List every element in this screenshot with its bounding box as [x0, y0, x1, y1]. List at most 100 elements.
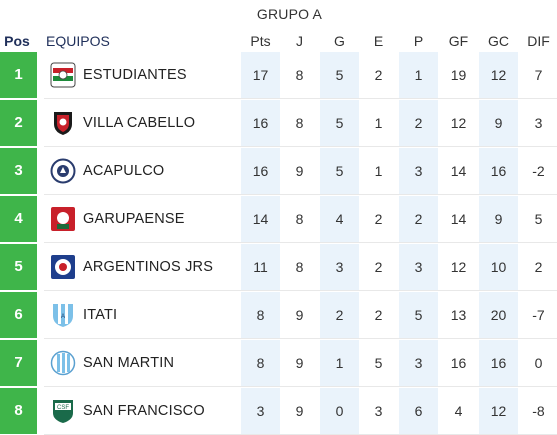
cell-e: 2 [374, 307, 383, 323]
table-row[interactable]: 2 VILLA CABELLO 16 8 5 1 2 12 9 3 [0, 100, 557, 147]
position-badge: 8 [0, 388, 37, 434]
header-col-e: E [373, 33, 384, 49]
villa-cabello-crest-icon [50, 110, 76, 136]
cell-dif: 3 [534, 115, 543, 131]
row-divider [44, 98, 557, 99]
header-col-g: G [334, 33, 345, 49]
cell-gc: 20 [490, 307, 507, 323]
header-col-j: J [296, 33, 303, 49]
header-pos: Pos [4, 33, 30, 49]
svg-text:A: A [61, 314, 65, 320]
cell-gc: 9 [494, 115, 503, 131]
row-divider [44, 338, 557, 339]
column-shade [479, 196, 518, 243]
table-row[interactable]: 1 ESTUDIANTES 17 8 5 2 1 19 12 7 [0, 52, 557, 99]
cell-p: 6 [414, 403, 423, 419]
team-name[interactable]: SAN FRANCISCO [83, 403, 205, 419]
cell-j: 9 [295, 307, 304, 323]
position-badge: 5 [0, 244, 37, 290]
cell-gf: 4 [454, 403, 463, 419]
team-name[interactable]: ESTUDIANTES [83, 67, 187, 83]
column-shade [399, 100, 438, 147]
cell-e: 2 [374, 211, 383, 227]
cell-j: 9 [295, 163, 304, 179]
row-divider [44, 194, 557, 195]
san-francisco-crest-icon: CSF [50, 398, 76, 424]
cell-j: 8 [295, 115, 304, 131]
column-shade [479, 388, 518, 435]
cell-pts: 3 [256, 403, 265, 419]
column-shade [241, 244, 280, 291]
cell-pts: 14 [252, 211, 269, 227]
column-shade [399, 196, 438, 243]
cell-dif: -2 [532, 163, 545, 179]
table-row[interactable]: 8 CSF SAN FRANCISCO 3 9 0 3 6 4 12 -8 [0, 388, 557, 435]
table-row[interactable]: 7 SAN MARTIN 8 9 1 5 3 16 16 0 [0, 340, 557, 387]
argentinos-jrs-crest-icon [50, 254, 76, 280]
cell-j: 8 [295, 67, 304, 83]
cell-dif: -8 [532, 403, 545, 419]
cell-gf: 12 [450, 115, 467, 131]
header-col-p: P [413, 33, 424, 49]
cell-g: 3 [335, 259, 344, 275]
table-row[interactable]: 4 GARUPAENSE 14 8 4 2 2 14 9 5 [0, 196, 557, 243]
column-shade [479, 292, 518, 339]
cell-gc: 16 [490, 355, 507, 371]
column-shade [241, 388, 280, 435]
column-shade [399, 292, 438, 339]
column-shade [399, 148, 438, 195]
team-name[interactable]: SAN MARTIN [83, 355, 175, 371]
cell-gf: 12 [450, 259, 467, 275]
team-name[interactable]: ACAPULCO [83, 163, 165, 179]
team-name[interactable]: GARUPAENSE [83, 211, 185, 227]
column-shade [479, 340, 518, 387]
cell-e: 1 [374, 163, 383, 179]
cell-e: 3 [374, 403, 383, 419]
position-badge: 6 [0, 292, 37, 338]
cell-p: 3 [414, 355, 423, 371]
team-name[interactable]: ARGENTINOS JRS [83, 259, 214, 275]
cell-pts: 11 [253, 259, 268, 275]
cell-gf: 14 [450, 211, 467, 227]
cell-gc: 16 [490, 163, 507, 179]
table-row[interactable]: 5 ARGENTINOS JRS 11 8 3 2 3 12 10 2 [0, 244, 557, 291]
column-shade [479, 100, 518, 147]
cell-gf: 16 [450, 355, 467, 371]
column-shade [241, 196, 280, 243]
column-shade [241, 340, 280, 387]
column-shade [479, 52, 518, 99]
cell-p: 3 [414, 163, 423, 179]
table-row[interactable]: 6 A ITATI 8 9 2 2 5 13 20 -7 [0, 292, 557, 339]
cell-dif: -7 [532, 307, 545, 323]
position-badge: 7 [0, 340, 37, 386]
cell-g: 0 [335, 403, 344, 419]
position-badge: 1 [0, 52, 37, 98]
cell-e: 1 [374, 115, 383, 131]
cell-e: 2 [374, 67, 383, 83]
column-shade [241, 100, 280, 147]
cell-p: 2 [414, 211, 423, 227]
column-shade [320, 148, 359, 195]
header-team: EQUIPOS [46, 33, 110, 49]
team-name[interactable]: VILLA CABELLO [83, 115, 196, 131]
column-shade [399, 244, 438, 291]
team-name[interactable]: ITATI [83, 307, 118, 323]
header-col-gc: GC [488, 33, 509, 49]
cell-e: 2 [374, 259, 383, 275]
column-shade [241, 148, 280, 195]
column-shade [320, 292, 359, 339]
cell-g: 1 [335, 355, 344, 371]
column-shade [241, 52, 280, 99]
header-col-dif: DIF [527, 33, 550, 49]
row-divider [44, 290, 557, 291]
cell-pts: 16 [252, 115, 269, 131]
column-shade [320, 196, 359, 243]
column-shade [320, 340, 359, 387]
table-row[interactable]: 3 ACAPULCO 16 9 5 1 3 14 16 -2 [0, 148, 557, 195]
column-shade [320, 244, 359, 291]
column-shade [241, 292, 280, 339]
cell-j: 8 [295, 211, 304, 227]
column-shade [320, 388, 359, 435]
column-shade [479, 244, 518, 291]
cell-gf: 19 [450, 67, 467, 83]
